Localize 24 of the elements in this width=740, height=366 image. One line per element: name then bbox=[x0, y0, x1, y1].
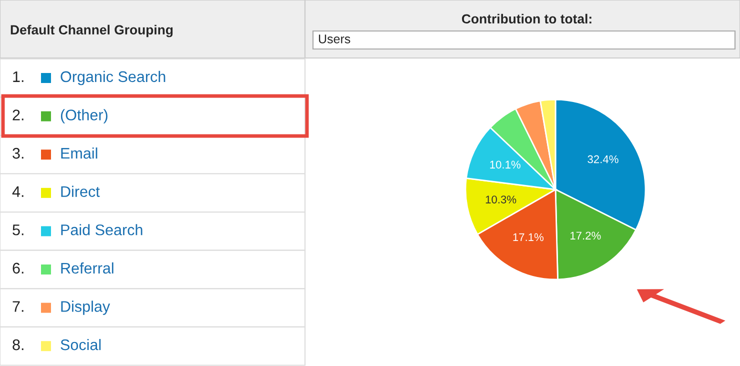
data-label: 10.1% bbox=[490, 160, 520, 169]
legend-label: Social bbox=[60, 338, 101, 350]
data-label: 10.3% bbox=[486, 196, 516, 204]
data-label: 32.4% bbox=[588, 155, 618, 164]
legend-label: Email bbox=[61, 147, 98, 159]
legend-label: Direct bbox=[61, 186, 100, 197]
legend-label: Display bbox=[61, 300, 110, 315]
text: 1. bbox=[13, 71, 24, 82]
text: 4. bbox=[12, 186, 24, 197]
text: 8. bbox=[12, 339, 24, 350]
chart-subtitle: Users bbox=[318, 34, 350, 44]
legend-label: (Other) bbox=[60, 109, 108, 124]
text: 5. bbox=[12, 224, 24, 236]
text: 2. bbox=[12, 110, 24, 120]
chart-title: Contribution to total: bbox=[462, 14, 592, 24]
text: 6. bbox=[12, 262, 24, 274]
legend-label: Organic Search bbox=[60, 70, 166, 86]
legend-title: Default Channel Grouping bbox=[10, 24, 173, 38]
legend-label: Referral bbox=[61, 262, 114, 274]
text: 7. bbox=[12, 301, 24, 312]
legend-label: Paid Search bbox=[61, 224, 142, 236]
data-label: 17.1% bbox=[513, 233, 544, 242]
text: 3. bbox=[12, 148, 24, 159]
data-label: 17.2% bbox=[570, 232, 601, 240]
